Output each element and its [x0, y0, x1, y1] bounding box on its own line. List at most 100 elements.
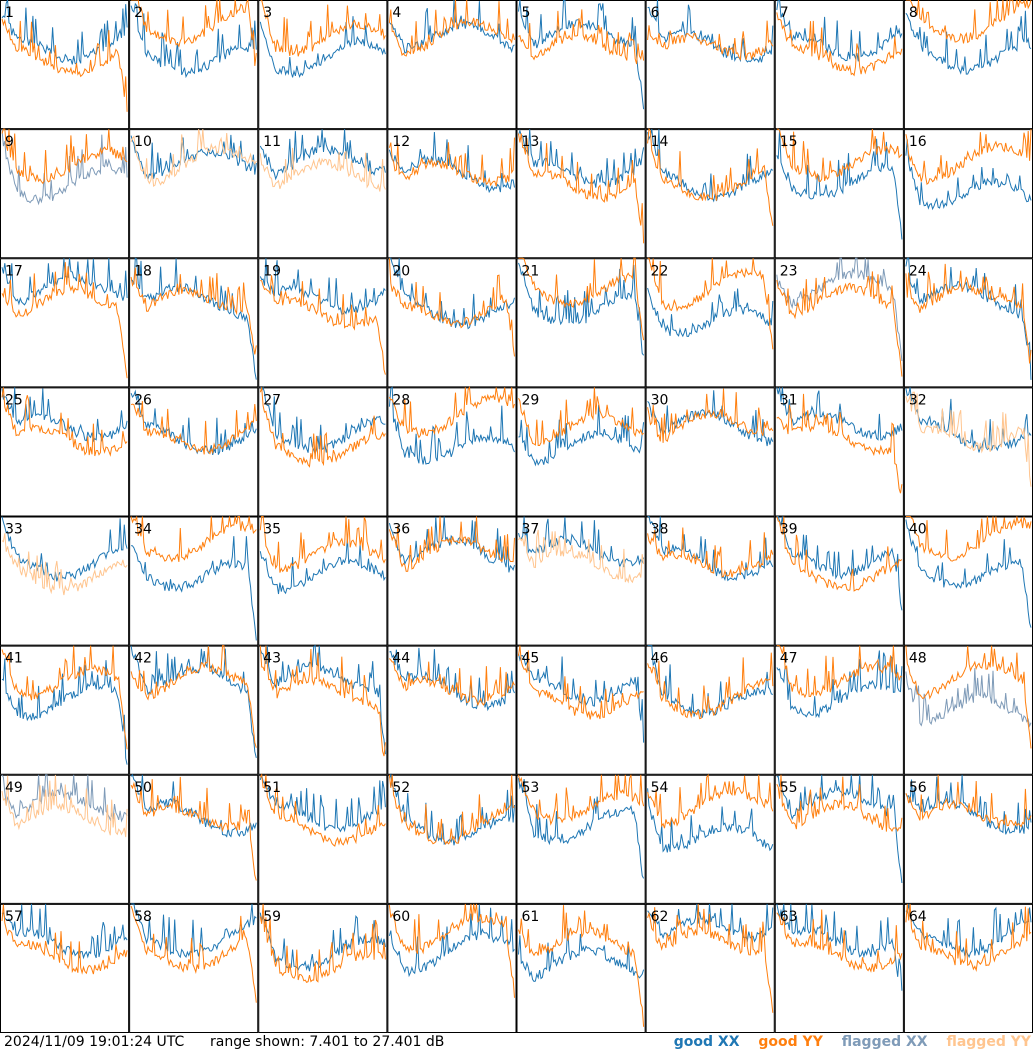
series-xx-panel-23	[776, 257, 903, 362]
panel-label: 63	[780, 909, 798, 925]
panel-label: 20	[392, 263, 410, 279]
panel-frame	[774, 0, 904, 130]
panel-label: 36	[392, 522, 410, 538]
series-yy-panel-22	[647, 257, 774, 350]
panel-4: 4	[387, 0, 517, 130]
series-yy-panel-47	[776, 645, 903, 699]
series-xx-panel-43	[259, 644, 386, 755]
series-xx-panel-12	[388, 131, 515, 194]
series-yy-panel-1	[1, 18, 128, 112]
panel-44: 44	[387, 645, 517, 775]
panel-frame	[903, 774, 1033, 904]
series-yy-panel-28	[388, 385, 515, 439]
panel-label: 41	[5, 651, 23, 667]
panel-label: 56	[909, 780, 927, 796]
panel-label: 2	[134, 5, 143, 21]
series-yy-panel-41	[1, 645, 128, 750]
panel-59: 59	[258, 903, 388, 1033]
series-yy-panel-60	[388, 903, 515, 998]
panel-frame	[516, 387, 646, 517]
panel-48: 48	[903, 645, 1033, 775]
series-yy-panel-49	[1, 774, 128, 838]
panel-23: 23	[774, 257, 904, 388]
series-xx-panel-35	[259, 537, 386, 595]
series-xx-panel-31	[776, 387, 903, 441]
panel-13: 13	[516, 129, 646, 259]
panel-47: 47	[774, 645, 904, 775]
panel-20: 20	[387, 257, 517, 388]
panel-26: 26	[129, 387, 259, 517]
series-yy-panel-42	[130, 645, 257, 748]
panel-45: 45	[516, 645, 646, 775]
series-yy-panel-64	[905, 903, 1032, 973]
series-yy-panel-39	[776, 516, 903, 592]
panel-22: 22	[645, 257, 775, 388]
panel-24: 24	[903, 257, 1033, 388]
series-xx-panel-33	[1, 516, 128, 582]
panel-frame	[258, 0, 388, 130]
panel-18: 18	[129, 257, 259, 388]
panel-43: 43	[258, 644, 388, 775]
panel-11: 11	[258, 129, 388, 259]
panel-frame	[516, 129, 646, 259]
panel-frame	[129, 645, 259, 775]
panel-label: 18	[134, 263, 152, 279]
panel-33: 33	[0, 516, 130, 646]
panel-6: 6	[645, 0, 775, 130]
panel-frame	[258, 258, 388, 388]
panel-10: 10	[129, 128, 259, 259]
panel-27: 27	[258, 386, 388, 517]
legend-flagged-xx: flagged XX	[841, 1034, 928, 1050]
panel-label: 34	[134, 522, 152, 538]
series-yy-panel-20	[388, 258, 515, 357]
panel-label: 23	[780, 263, 798, 279]
series-yy-panel-16	[905, 129, 1032, 186]
series-yy-panel-30	[647, 388, 774, 443]
panel-frame	[774, 774, 904, 904]
panel-label: 40	[909, 522, 927, 538]
series-xx-panel-40	[905, 519, 1032, 628]
panel-label: 38	[651, 522, 669, 538]
panel-57: 57	[0, 903, 130, 1033]
series-xx-panel-25	[1, 387, 128, 443]
panel-label: 3	[263, 5, 272, 21]
panel-50: 50	[129, 773, 259, 904]
series-xx-panel-53	[518, 777, 645, 879]
series-yy-panel-3	[260, 0, 386, 57]
panel-16: 16	[903, 129, 1033, 259]
series-xx-panel-7	[776, 0, 903, 62]
panel-46: 46	[645, 645, 775, 775]
series-yy-panel-44	[389, 658, 515, 707]
series-xx-panel-36	[388, 516, 515, 573]
panel-label: 61	[522, 909, 540, 925]
panel-label: 8	[909, 5, 918, 21]
panel-label: 15	[780, 134, 798, 150]
series-xx-panel-13	[518, 129, 645, 188]
series-yy-panel-5	[518, 9, 645, 65]
panel-7: 7	[774, 0, 904, 130]
series-xx-panel-52	[388, 772, 515, 846]
series-yy-panel-50	[130, 776, 257, 881]
panel-label: 64	[909, 909, 927, 925]
panel-37: 37	[516, 516, 646, 646]
series-yy-panel-40	[905, 516, 1032, 562]
panel-label: 44	[392, 651, 410, 667]
series-yy-panel-35	[259, 516, 386, 573]
panel-label: 13	[522, 134, 540, 150]
panel-frame	[387, 129, 517, 259]
series-xx-panel-22	[647, 287, 774, 338]
panel-52: 52	[387, 772, 517, 904]
panel-label: 16	[909, 134, 927, 150]
panel-label: 33	[5, 522, 23, 538]
series-yy-panel-48	[905, 645, 1032, 749]
panel-60: 60	[387, 903, 517, 1033]
panel-30: 30	[645, 387, 775, 517]
series-xx-panel-21	[518, 262, 645, 356]
panel-label: 21	[522, 263, 540, 279]
panel-55: 55	[774, 774, 904, 904]
panel-label: 49	[5, 780, 23, 796]
legend-flagged-yy: flagged YY	[946, 1034, 1031, 1050]
panel-label: 25	[5, 392, 23, 408]
series-xx-panel-2	[130, 2, 257, 79]
panel-frame	[258, 387, 388, 517]
